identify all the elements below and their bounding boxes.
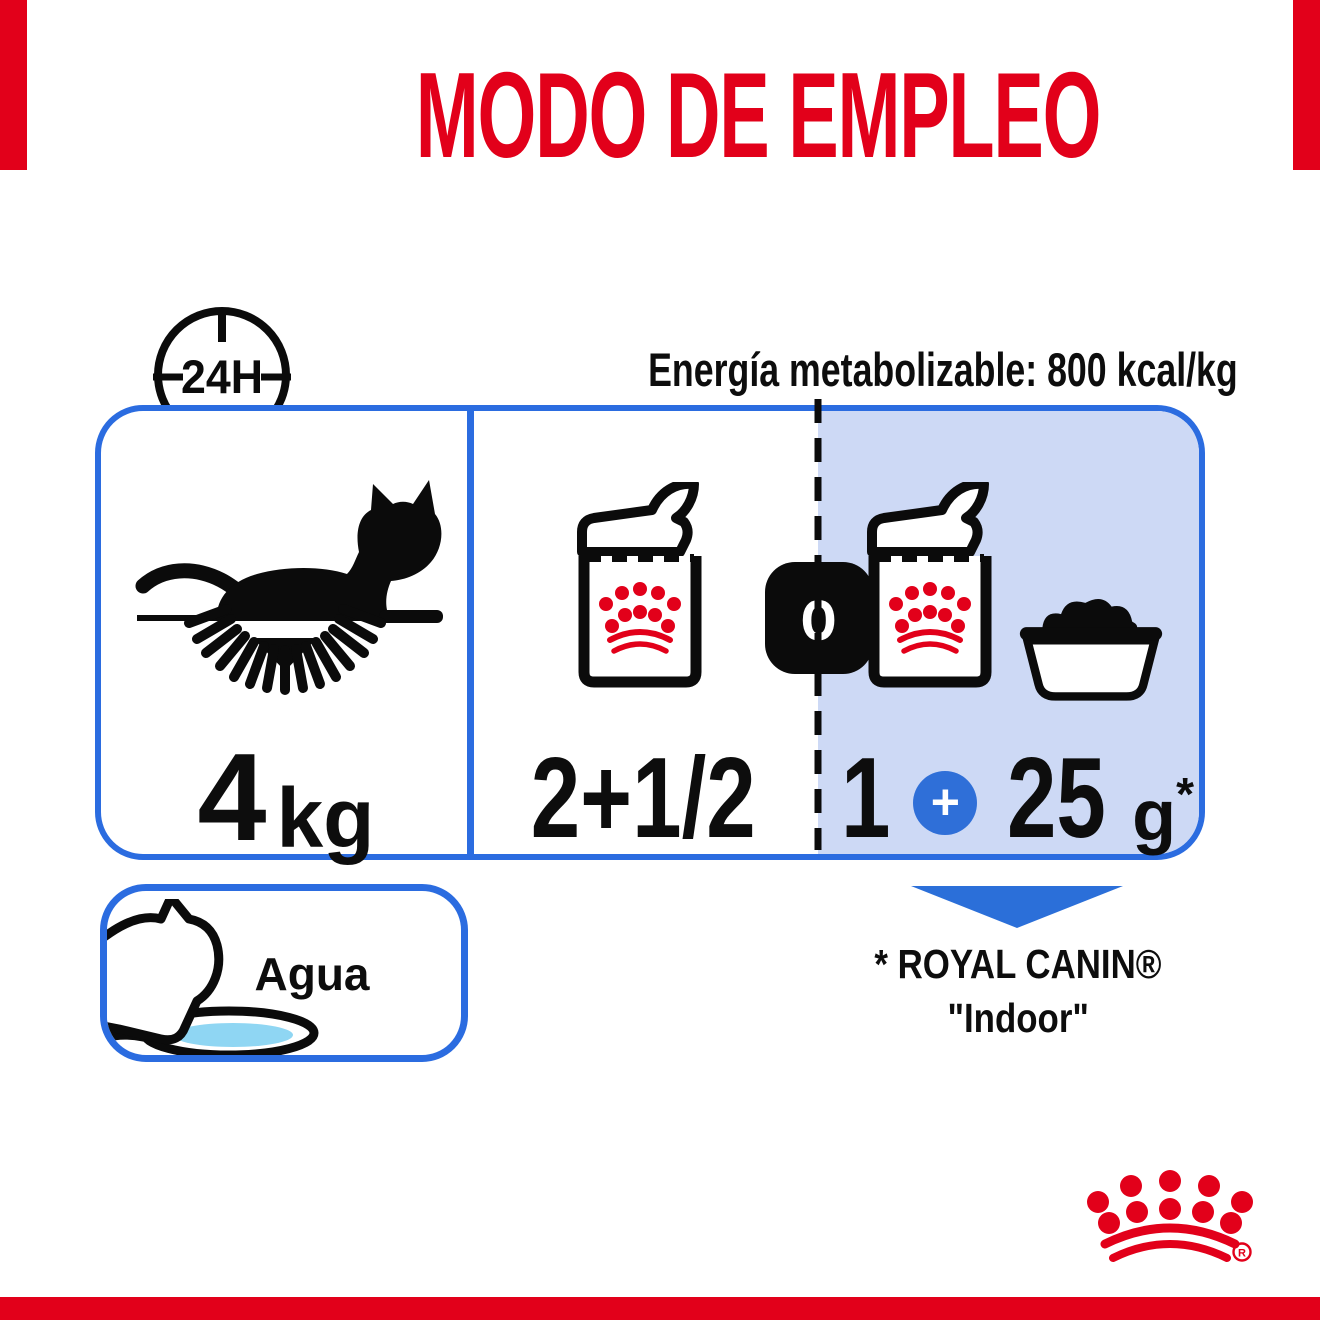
water-box: Agua [100, 884, 468, 1062]
clock-label: 24H [181, 350, 263, 403]
water-label: Agua [254, 948, 370, 1000]
page-title: MODO DE EMPLEO [415, 47, 1102, 183]
footnote-brand: * ROYAL CANIN® [874, 941, 1162, 987]
mixed-pouch-value: 1 [840, 735, 891, 862]
plus-icon: + [913, 771, 978, 835]
cat-drinking-icon [107, 899, 319, 1055]
mixed-kibble-unit: g* [1132, 768, 1195, 856]
column-divider [467, 411, 474, 854]
royal-canin-crown-logo: R [1087, 1170, 1253, 1262]
red-edge-bar-left [0, 0, 27, 170]
mixed-kibble-value: 25 [1007, 735, 1107, 862]
bowl-icon [1019, 598, 1163, 701]
energy-label: Energía metabolizable: 800 kcal/kg [648, 343, 1238, 396]
pouch-icon [858, 482, 1008, 697]
cat-icon [135, 480, 443, 695]
pouch-count-label: 2+1/2 [530, 735, 756, 862]
footnote-marker: * [1176, 768, 1195, 820]
red-edge-bar-right [1293, 0, 1320, 170]
weight-unit: kg [276, 771, 375, 865]
dashed-divider [814, 399, 822, 850]
footnote-product: "Indoor" [947, 995, 1089, 1041]
bottom-red-band [0, 1297, 1320, 1320]
registered-mark: R [1238, 1248, 1246, 1260]
mixed-count-row: 1 + 25 g* [824, 742, 1204, 856]
down-arrow-icon [911, 886, 1123, 928]
weight-cell: 4 kg [101, 736, 471, 860]
weight-value: 4 [197, 729, 267, 867]
pouch-icon [568, 482, 718, 697]
